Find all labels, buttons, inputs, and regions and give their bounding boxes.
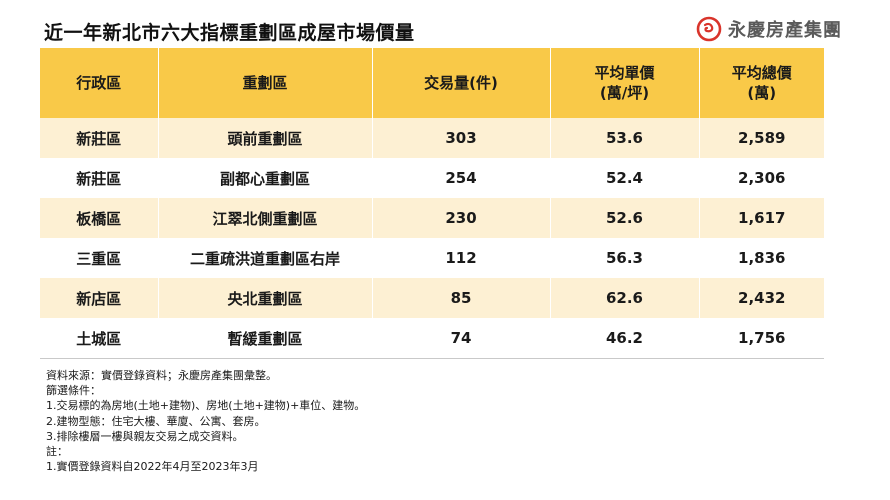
column-header-line: 交易量(件): [424, 74, 498, 92]
table-row: 新店區 央北重劃區 85 62.6 2,432: [40, 278, 824, 318]
table-cell: 頭前重劃區: [158, 118, 373, 158]
table-cell: 46.2: [550, 318, 700, 358]
note-line: 1.實價登錄資料自2022年4月至2023年3月: [46, 460, 259, 474]
table-cell: 板橋區: [40, 198, 159, 238]
table-cell: 2,306: [699, 158, 824, 198]
table-cell: 1,617: [699, 198, 824, 238]
table-cell: 112: [372, 238, 551, 278]
note-line: 1.交易標的為房地(土地+建物)、房地(土地+建物)+車位、建物。: [46, 399, 366, 413]
table-cell: 三重區: [40, 238, 159, 278]
table-cell: 56.3: [550, 238, 700, 278]
table-row: 土城區 暫緩重劃區 74 46.2 1,756: [40, 318, 824, 358]
page-title: 近一年新北市六大指標重劃區成屋市場價量: [44, 22, 415, 44]
brand-logo-icon: [696, 16, 722, 42]
note-line: 註：: [46, 445, 68, 459]
table-cell: 土城區: [40, 318, 159, 358]
note-line: 篩選條件：: [46, 384, 101, 398]
note-line: 資料來源：實價登錄資料；永慶房產集團彙整。: [46, 369, 277, 382]
brand-logo: 永慶房產集團: [696, 16, 842, 42]
table-cell: 74: [372, 318, 551, 358]
table-body: 新莊區 頭前重劃區 303 53.6 2,589 新莊區 副都心重劃區 254 52.4 2,30…: [40, 118, 824, 358]
column-header-line: 行政區: [76, 74, 122, 92]
table-cell: 230: [372, 198, 551, 238]
data-table-container: 行政區 重劃區 交易量(件) 平均單價 (萬/坪) 平均總價 (萬) 新莊區 頭前重劃區 303…: [40, 48, 824, 359]
column-header: 行政區: [40, 48, 159, 118]
table-cell: 303: [372, 118, 551, 158]
column-header-line: 平均單價: [594, 64, 655, 82]
column-header: 交易量(件): [372, 48, 551, 118]
table-cell: 新莊區: [40, 158, 159, 198]
table-cell: 新莊區: [40, 118, 159, 158]
table-cell: 2,432: [699, 278, 824, 318]
table-cell: 暫緩重劃區: [158, 318, 373, 358]
column-header: 重劃區: [158, 48, 373, 118]
column-header-line: (萬/坪): [599, 84, 650, 102]
table-cell: 2,589: [699, 118, 824, 158]
table-cell: 新店區: [40, 278, 159, 318]
table-row: 新莊區 副都心重劃區 254 52.4 2,306: [40, 158, 824, 198]
column-header-line: 平均總價: [731, 64, 792, 82]
note-line: 2.建物型態：住宅大樓、華廈、公寓、套房。: [46, 414, 266, 428]
table-cell: 254: [372, 158, 551, 198]
column-header-line: 重劃區: [242, 74, 288, 92]
table-cell: 二重疏洪道重劃區右岸: [158, 238, 373, 278]
table-cell: 1,836: [699, 238, 824, 278]
table-cell: 85: [372, 278, 551, 318]
note-line: 3.排除樓層一樓與親友交易之成交資料。: [46, 429, 244, 443]
table-cell: 62.6: [550, 278, 700, 318]
column-header: 平均單價 (萬/坪): [550, 48, 700, 118]
column-header-line: (萬): [747, 84, 777, 102]
table-header-row: 行政區 重劃區 交易量(件) 平均單價 (萬/坪) 平均總價 (萬): [40, 48, 824, 118]
table-row: 板橋區 江翠北側重劃區 230 52.6 1,617: [40, 198, 824, 238]
source-notes: 資料來源：實價登錄資料；永慶房產集團彙整。 篩選條件： 1.交易標的為房地(土地+建…: [46, 368, 365, 474]
table-cell: 央北重劃區: [158, 278, 373, 318]
column-header: 平均總價 (萬): [699, 48, 824, 118]
table-cell: 53.6: [550, 118, 700, 158]
data-table: 行政區 重劃區 交易量(件) 平均單價 (萬/坪) 平均總價 (萬) 新莊區 頭前重劃區 303…: [40, 48, 824, 358]
table-cell: 52.6: [550, 198, 700, 238]
table-cell: 52.4: [550, 158, 700, 198]
table-row: 新莊區 頭前重劃區 303 53.6 2,589: [40, 118, 824, 158]
table-cell: 副都心重劃區: [158, 158, 373, 198]
table-cell: 江翠北側重劃區: [158, 198, 373, 238]
brand-name: 永慶房產集團: [728, 20, 842, 41]
table-row: 三重區 二重疏洪道重劃區右岸 112 56.3 1,836: [40, 238, 824, 278]
table-cell: 1,756: [699, 318, 824, 358]
